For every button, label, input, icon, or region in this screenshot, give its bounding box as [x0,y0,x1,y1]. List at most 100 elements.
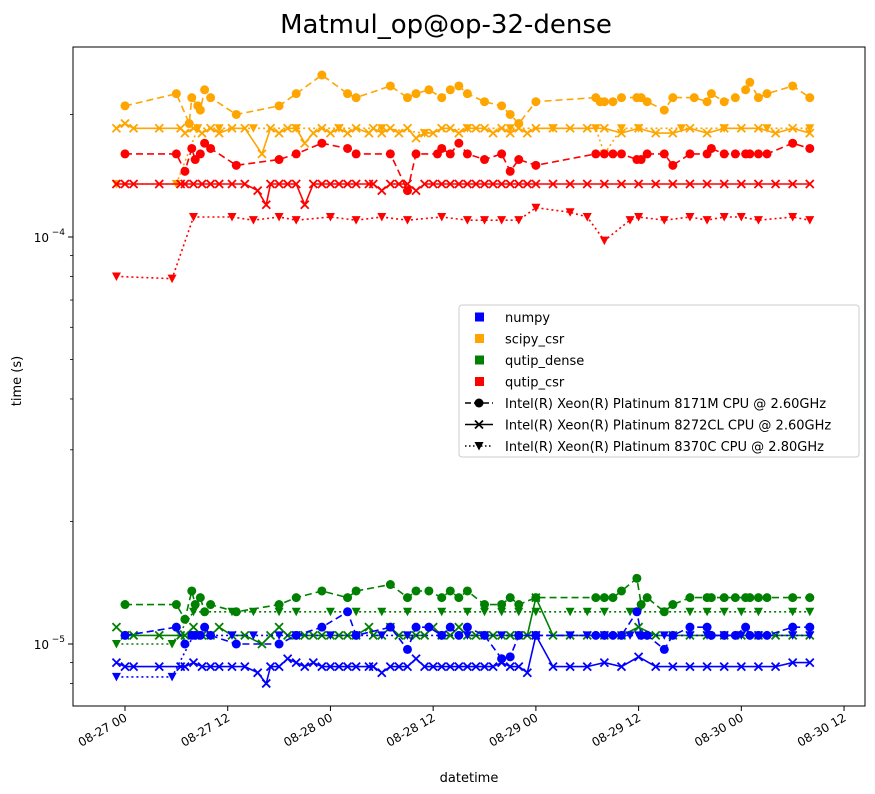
point-numpy-8370C [351,631,361,640]
point-qutip_dense-8171M [171,600,181,610]
point-numpy-8370C [437,631,447,640]
point-qutip_csr-8370C [634,212,644,222]
point-numpy-8272CL [582,661,592,672]
point-qutip_csr-8171M [762,149,772,159]
point-qutip_csr-8272CL [471,179,481,189]
point-scipy_csr-8370C [719,124,729,133]
point-scipy_csr-8171M [505,109,515,119]
point-numpy-8272CL [719,661,729,672]
point-qutip_csr-8272CL [428,179,438,189]
point-qutip_dense-8370C [377,607,387,617]
point-scipy_csr-8272CL [128,123,139,133]
point-scipy_csr-8272CL [565,123,575,133]
point-numpy-8272CL [274,661,284,672]
point-numpy-8171M [462,622,472,632]
point-qutip_csr-8171M [668,160,678,170]
point-numpy-8272CL [180,661,190,672]
point-qutip_csr-8171M [195,149,205,159]
point-numpy-8272CL [616,661,627,672]
point-numpy-8370C [514,631,524,640]
point-numpy-8272CL [334,661,344,672]
point-scipy_csr-8370C [676,124,686,133]
point-numpy-8171M [741,622,751,632]
point-qutip_csr-8272CL [668,179,678,189]
point-numpy-8272CL [300,661,310,672]
point-scipy_csr-8171M [317,70,327,80]
point-numpy-8272CL [154,661,164,672]
point-qutip_csr-8171M [187,143,197,153]
legend: numpy scipy_csr qutip_dense qutip_csr Intel(… [458,304,860,458]
series-line-qutip_csr-8171M [125,141,811,194]
point-qutip_dense-8171M [454,593,464,603]
point-numpy-8171M [632,607,642,617]
point-scipy_csr-8272CL [445,123,455,133]
point-numpy-8272CL [548,661,558,672]
point-qutip_dense-8370C [685,607,695,617]
point-numpy-8272CL [651,661,661,672]
point-qutip_csr-8370C [351,216,361,225]
point-numpy-8272CL [120,661,130,672]
point-qutip_csr-8272CL [633,179,644,189]
x-tick-label: 08-30 00 [692,710,746,749]
legend-label-cpu-0: Intel(R) Xeon(R) Platinum 8171M CPU @ 2.… [505,397,826,412]
legend-label-cpu-2: Intel(R) Xeon(R) Platinum 8370C CPU @ 2.… [505,440,824,455]
point-qutip_csr-8171M [411,149,421,159]
point-qutip_csr-8171M [343,143,353,153]
point-qutip_dense-8370C [514,607,524,617]
legend-label-qutip_csr: qutip_csr [505,376,565,391]
point-qutip_csr-8272CL [770,179,781,189]
point-qutip_csr-8272CL [265,179,276,189]
series-scipy_csr-8370C [111,124,815,189]
point-qutip_csr-8171M [351,149,361,159]
x-tick-label: 08-28 12 [384,710,438,749]
point-qutip_csr-8370C [437,212,447,222]
point-qutip_csr-8171M [788,138,798,148]
point-numpy-8272CL [265,661,276,672]
point-scipy_csr-8171M [608,97,618,107]
point-scipy_csr-8171M [719,97,729,107]
point-scipy_csr-8272CL [227,123,237,133]
point-qutip_csr-8272CL [514,179,524,189]
point-numpy-8272CL [488,661,498,672]
point-qutip_dense-8370C [805,607,815,617]
point-qutip_csr-8370C [462,216,472,225]
point-qutip_dense-8171M [591,593,601,603]
legend-label-scipy_csr: scipy_csr [505,333,565,348]
point-qutip_csr-8171M [745,149,755,159]
y-tick-label: 10 [34,231,49,245]
point-numpy-8272CL [522,668,532,678]
point-qutip_dense-8370C [531,607,541,617]
point-qutip_dense-8171M [291,593,301,603]
point-scipy_csr-8272CL [351,123,361,133]
point-numpy-8272CL [394,661,404,672]
point-qutip_dense-8171M [642,593,652,603]
series-scipy_csr-8171M [120,70,815,129]
point-qutip_csr-8272CL [454,179,464,189]
point-numpy-8171M [231,639,241,649]
point-scipy_csr-8171M [462,89,472,99]
point-scipy_csr-8171M [385,81,395,91]
point-qutip_csr-8272CL [582,179,592,189]
point-qutip_csr-8272CL [445,179,455,189]
legend-marker-cpu-1 [474,419,484,430]
point-numpy-8171M [120,630,130,640]
point-scipy_csr-8272CL [342,128,353,138]
point-numpy-8272CL [227,661,237,672]
point-numpy-8272CL [402,661,413,672]
point-qutip_csr-8272CL [274,179,284,189]
point-numpy-8370C [719,631,729,640]
point-scipy_csr-8171M [454,81,464,91]
point-qutip_csr-8370C [599,236,609,246]
legend-marker-cpu-0 [474,398,484,408]
point-qutip_dense-8272CL [419,630,430,641]
point-qutip_csr-8171M [531,160,541,170]
point-numpy-8272CL [385,661,395,672]
point-numpy-8272CL [377,668,387,678]
point-numpy-8272CL [368,661,378,672]
point-qutip_dense-8370C [402,607,412,617]
x-axis: 08-27 00 08-27 12 08-28 00 08-28 12 08-29 00… [76,706,849,750]
point-qutip_csr-8171M [200,138,210,148]
point-qutip_csr-8370C [274,212,284,222]
point-numpy-8272CL [428,661,438,672]
point-scipy_csr-8171M [497,101,507,111]
